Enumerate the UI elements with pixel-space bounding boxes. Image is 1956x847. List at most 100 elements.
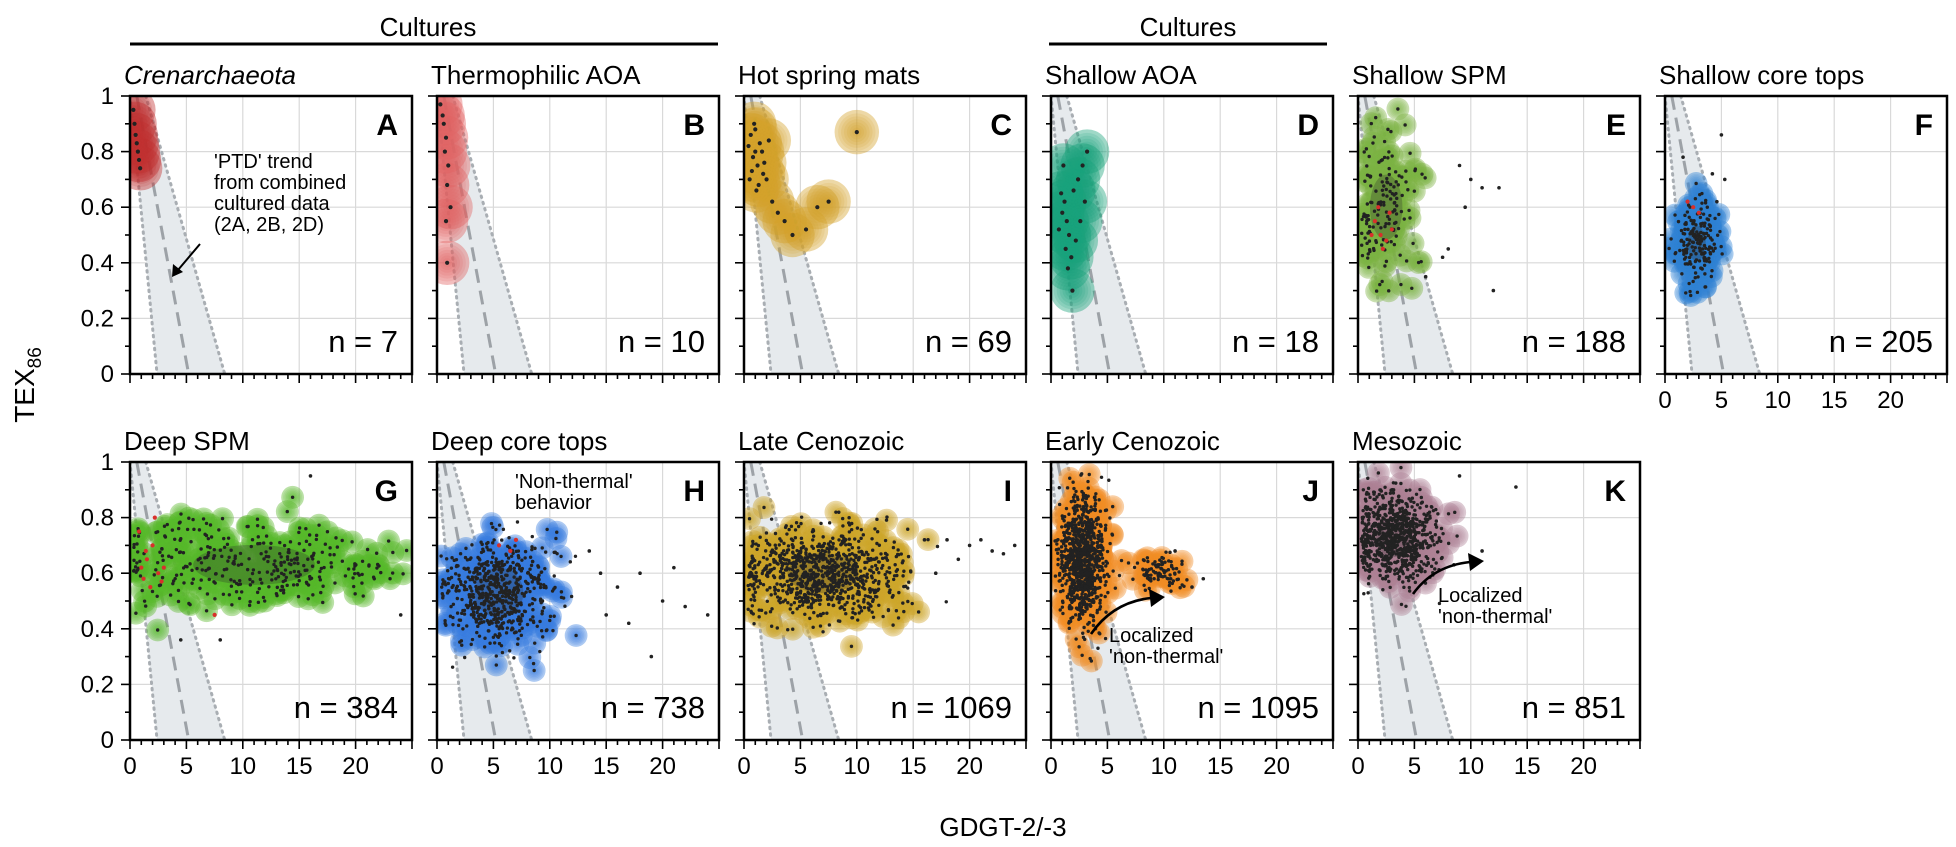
data-point bbox=[443, 135, 449, 140]
density-blob bbox=[437, 143, 471, 188]
ptd-band-edge-left bbox=[744, 96, 773, 374]
data-point bbox=[1691, 220, 1696, 225]
density-level bbox=[744, 101, 880, 258]
data-point bbox=[1394, 212, 1399, 216]
data-point bbox=[1694, 252, 1698, 256]
data-point bbox=[826, 199, 831, 204]
density-blob bbox=[1051, 171, 1084, 216]
data-point bbox=[756, 182, 761, 188]
data-point-highlight bbox=[1384, 238, 1389, 243]
data-point-highlight bbox=[1696, 210, 1701, 215]
data-point bbox=[770, 199, 775, 204]
density-blob bbox=[437, 135, 461, 168]
density-blob bbox=[744, 121, 783, 166]
data-point bbox=[1380, 279, 1384, 284]
data-point bbox=[1683, 247, 1688, 252]
data-point bbox=[1704, 246, 1708, 250]
density-blob bbox=[130, 99, 144, 120]
data-point bbox=[1686, 227, 1690, 232]
ptd-band bbox=[130, 96, 225, 374]
data-point bbox=[1700, 201, 1704, 205]
data-point bbox=[1694, 237, 1698, 242]
density-blob bbox=[437, 96, 465, 138]
ptd-band-edge-left bbox=[130, 462, 159, 740]
density-blob bbox=[130, 137, 162, 183]
data-point bbox=[1419, 259, 1423, 264]
density-blob bbox=[130, 124, 146, 145]
data-point-highlight bbox=[1372, 219, 1378, 224]
panel-title: Shallow AOA bbox=[1045, 60, 1197, 90]
data-point bbox=[1389, 240, 1393, 244]
data-point bbox=[1689, 218, 1693, 223]
data-point bbox=[1392, 201, 1397, 205]
ptd-trend-line bbox=[135, 462, 191, 740]
data-point bbox=[1710, 269, 1714, 273]
data-point bbox=[1360, 217, 1364, 222]
data-point bbox=[1359, 243, 1364, 247]
density-blob bbox=[437, 166, 466, 204]
data-point bbox=[1372, 209, 1377, 213]
ptd-band-edge-right bbox=[1679, 96, 1762, 374]
data-point bbox=[1061, 163, 1066, 168]
density-blob bbox=[1051, 246, 1091, 291]
density-blob bbox=[130, 535, 146, 559]
x-tick-label: 10 bbox=[1764, 387, 1791, 414]
data-point bbox=[1394, 180, 1398, 184]
data-point bbox=[1376, 213, 1380, 217]
data-point bbox=[1084, 149, 1090, 154]
data-point bbox=[1690, 245, 1694, 249]
data-point-highlight bbox=[1369, 232, 1374, 238]
data-point bbox=[1693, 275, 1697, 280]
data-point bbox=[1380, 158, 1384, 162]
data-point bbox=[1367, 239, 1372, 243]
density-blob bbox=[744, 168, 779, 213]
ptd-band-edge-left bbox=[130, 96, 159, 374]
data-point bbox=[1413, 167, 1418, 171]
data-point-outlier bbox=[1423, 274, 1428, 279]
data-point bbox=[1389, 129, 1393, 134]
data-point bbox=[1065, 266, 1071, 271]
data-point bbox=[1402, 217, 1406, 221]
data-point bbox=[1707, 260, 1712, 264]
data-point bbox=[1365, 219, 1369, 223]
plot-area bbox=[1665, 96, 1947, 374]
data-point bbox=[1699, 224, 1703, 228]
data-point bbox=[1365, 173, 1370, 177]
sample-count: n = 205 bbox=[1829, 324, 1933, 359]
data-point bbox=[1694, 181, 1698, 186]
data-point bbox=[1690, 240, 1695, 244]
data-point bbox=[1698, 249, 1702, 253]
data-point bbox=[1056, 227, 1061, 232]
density-blob bbox=[744, 134, 776, 180]
data-point bbox=[1066, 232, 1072, 238]
data-point bbox=[1360, 231, 1364, 236]
data-point bbox=[1380, 188, 1385, 192]
data-point bbox=[1684, 255, 1688, 259]
data-point bbox=[1369, 184, 1373, 188]
data-point bbox=[1364, 221, 1369, 226]
data-points bbox=[131, 107, 143, 171]
data-point bbox=[1688, 289, 1692, 294]
density-contours bbox=[437, 96, 473, 286]
ptd-band bbox=[1051, 96, 1146, 374]
group-headers: Cultures Cultures bbox=[130, 12, 1327, 46]
data-point bbox=[1080, 163, 1085, 168]
data-point bbox=[753, 149, 758, 154]
y-axis-label: TEX86 bbox=[9, 347, 46, 423]
density-blob bbox=[1358, 223, 1372, 243]
density-blob bbox=[130, 96, 150, 126]
data-point bbox=[1697, 246, 1702, 250]
data-point bbox=[1382, 203, 1386, 207]
data-point bbox=[441, 121, 446, 126]
data-point bbox=[803, 227, 809, 232]
density-blob bbox=[437, 102, 456, 129]
data-point bbox=[1404, 259, 1409, 263]
data-point-outlier bbox=[1719, 133, 1724, 137]
data-point bbox=[1384, 259, 1389, 264]
ptd-trend-line bbox=[442, 96, 498, 374]
data-point bbox=[1369, 121, 1374, 126]
data-point bbox=[759, 149, 765, 154]
data-point bbox=[815, 205, 820, 210]
